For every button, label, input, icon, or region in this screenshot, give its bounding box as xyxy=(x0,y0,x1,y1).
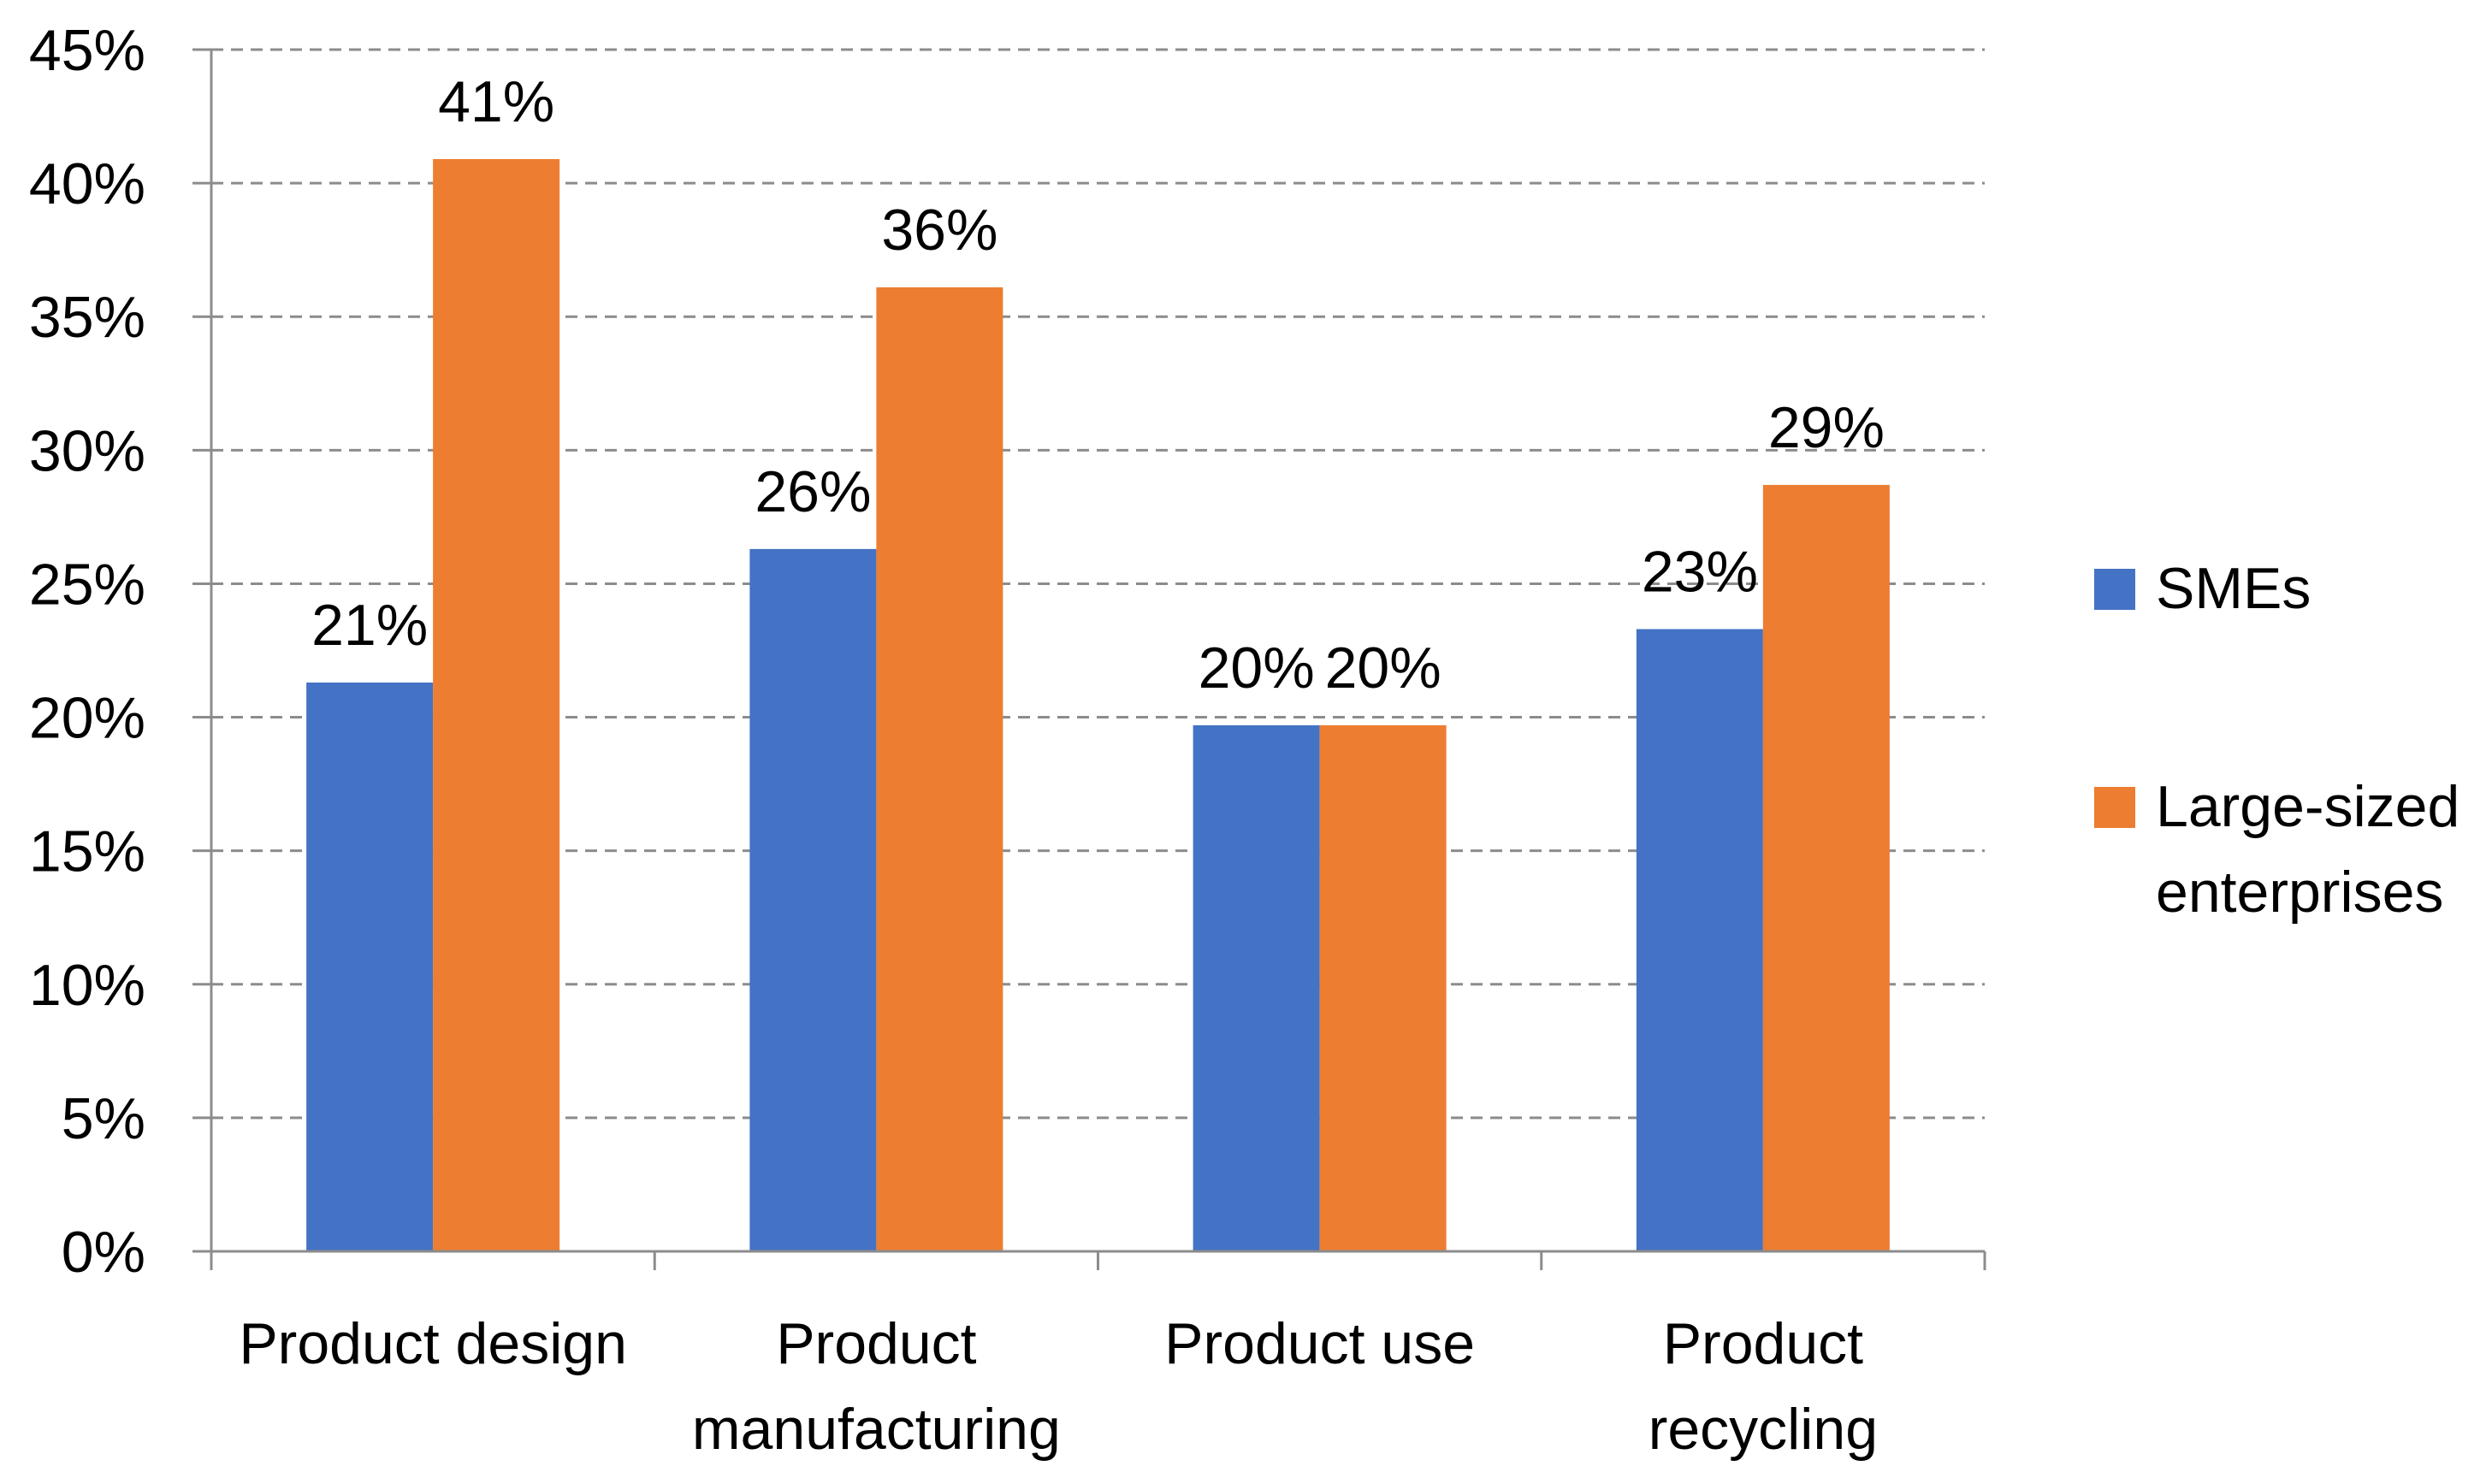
x-tick-label: Product xyxy=(776,1311,976,1376)
y-tick-label: 40% xyxy=(29,151,145,216)
y-tick-label: 10% xyxy=(29,953,145,1018)
bar xyxy=(1319,724,1447,1251)
bar xyxy=(433,159,560,1251)
y-tick-label: 25% xyxy=(29,552,145,617)
data-labels: 21% 41% 26% 36% 20% 20% 23% 29% xyxy=(311,69,1885,701)
x-tick-label: Product use xyxy=(1164,1311,1475,1376)
bar xyxy=(306,682,434,1251)
legend-label: enterprises xyxy=(2156,860,2443,925)
data-label: 41% xyxy=(438,69,554,134)
legend-swatch xyxy=(2094,569,2135,610)
x-tick-label: manufacturing xyxy=(692,1397,1061,1462)
bar xyxy=(876,287,1003,1251)
data-label: 21% xyxy=(311,593,428,658)
data-label: 26% xyxy=(755,459,871,524)
y-tick-label: 30% xyxy=(29,418,145,483)
data-label: 36% xyxy=(881,198,997,263)
legend-label: SMEs xyxy=(2156,556,2311,621)
bars xyxy=(306,159,1890,1251)
legend-swatch xyxy=(2094,787,2135,828)
bar xyxy=(1193,724,1320,1251)
legend-label: Large-sized xyxy=(2156,774,2459,839)
y-tick-label: 5% xyxy=(62,1086,145,1151)
y-tick-label: 20% xyxy=(29,686,145,751)
data-label: 20% xyxy=(1199,636,1315,701)
legend: SMEs Large-sized enterprises xyxy=(2094,556,2459,925)
data-label: 29% xyxy=(1768,395,1885,460)
data-label: 20% xyxy=(1325,636,1441,701)
y-tick-label: 35% xyxy=(29,285,145,350)
x-tick-label: recycling xyxy=(1649,1397,1878,1462)
y-tick-label: 45% xyxy=(29,18,145,83)
axes: 0% 5% 10% 15% 20% 25% 30% 35% 40% 45% Product desi… xyxy=(29,18,1986,1462)
y-tick-label: 15% xyxy=(29,819,145,884)
data-label: 23% xyxy=(1642,540,1758,605)
bar xyxy=(1636,629,1763,1251)
x-tick-label: Product design xyxy=(239,1311,627,1376)
x-tick-label: Product xyxy=(1663,1311,1863,1376)
bar xyxy=(1762,484,1890,1251)
bar xyxy=(749,548,877,1251)
y-tick-label: 0% xyxy=(62,1220,145,1285)
